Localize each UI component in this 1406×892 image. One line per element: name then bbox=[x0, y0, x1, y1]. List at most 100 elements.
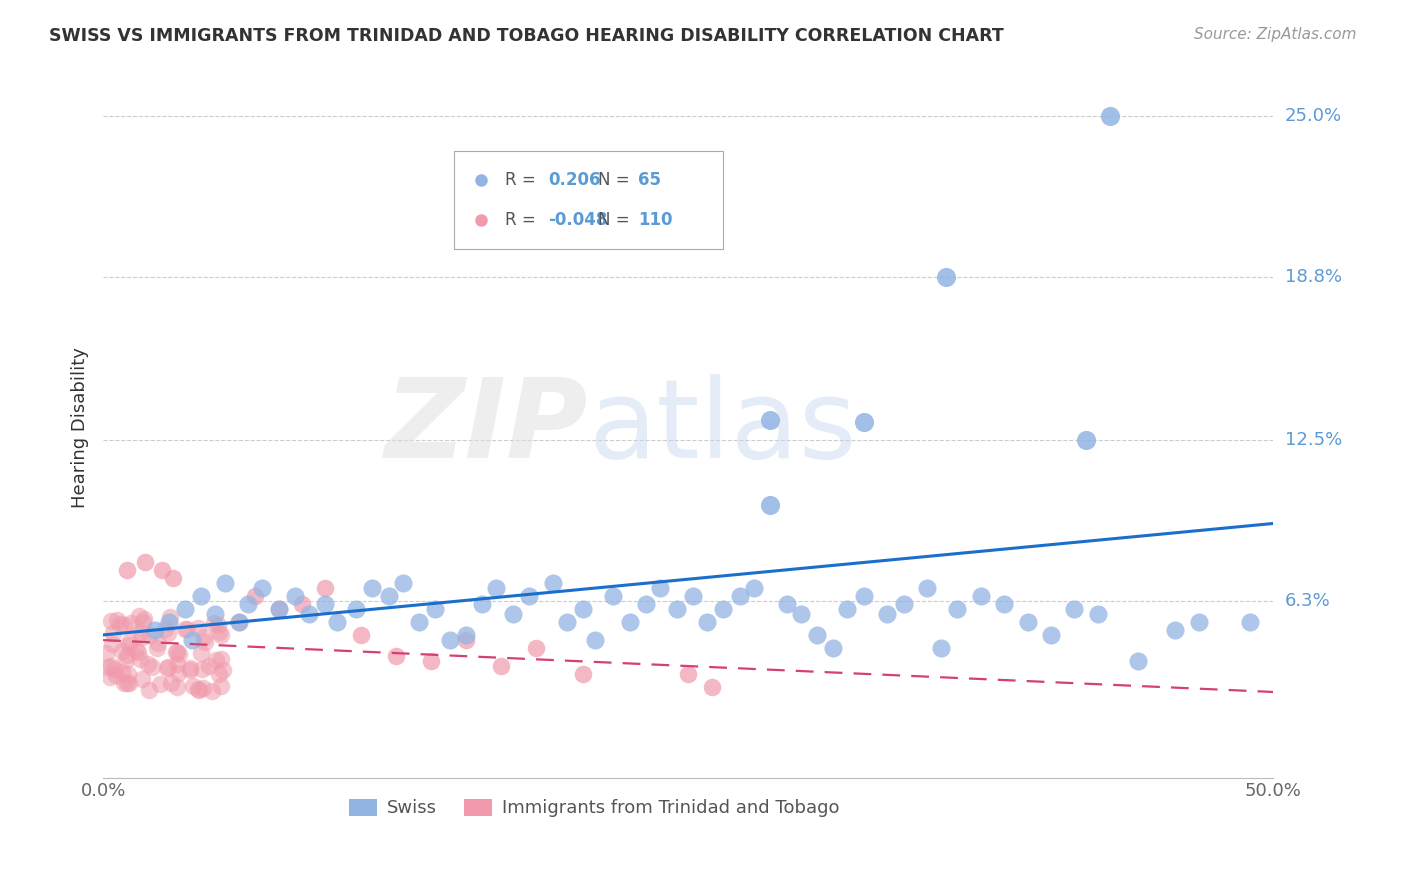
Point bbox=[166, 645, 188, 659]
Point bbox=[915, 581, 938, 595]
Point bbox=[187, 682, 209, 697]
Point bbox=[139, 628, 162, 642]
Point bbox=[713, 602, 735, 616]
Point bbox=[245, 589, 267, 603]
Point bbox=[202, 615, 225, 630]
Point bbox=[252, 581, 274, 595]
Point bbox=[157, 615, 180, 629]
Point bbox=[156, 660, 179, 674]
Point bbox=[100, 615, 122, 629]
Point bbox=[128, 609, 150, 624]
Point bbox=[112, 676, 135, 690]
Point bbox=[298, 607, 321, 622]
Text: SWISS VS IMMIGRANTS FROM TRINIDAD AND TOBAGO HEARING DISABILITY CORRELATION CHAR: SWISS VS IMMIGRANTS FROM TRINIDAD AND TO… bbox=[49, 27, 1004, 45]
Point bbox=[267, 602, 290, 616]
Point bbox=[117, 667, 139, 681]
Point bbox=[112, 618, 135, 632]
Point bbox=[993, 597, 1015, 611]
Point bbox=[162, 571, 184, 585]
Point bbox=[166, 680, 188, 694]
Point bbox=[696, 615, 718, 629]
Point bbox=[852, 415, 875, 429]
Point bbox=[572, 602, 595, 616]
Text: -0.048: -0.048 bbox=[548, 211, 607, 229]
Point bbox=[361, 581, 384, 595]
Point bbox=[159, 610, 181, 624]
Point bbox=[167, 647, 190, 661]
Point bbox=[1063, 602, 1085, 616]
Point bbox=[103, 662, 125, 676]
Point bbox=[425, 602, 447, 616]
Point bbox=[190, 646, 212, 660]
Point bbox=[970, 589, 993, 603]
Point bbox=[837, 602, 859, 616]
Text: Source: ZipAtlas.com: Source: ZipAtlas.com bbox=[1194, 27, 1357, 42]
Point bbox=[419, 654, 441, 668]
Text: 0.206: 0.206 bbox=[548, 171, 600, 189]
Point bbox=[775, 597, 797, 611]
Point bbox=[166, 657, 188, 672]
Point bbox=[454, 628, 477, 642]
Point bbox=[209, 628, 232, 642]
Point bbox=[115, 563, 138, 577]
Point bbox=[208, 667, 231, 681]
Point bbox=[228, 615, 250, 629]
Point bbox=[1164, 623, 1187, 637]
Point bbox=[665, 602, 688, 616]
Point bbox=[103, 626, 125, 640]
Point bbox=[284, 589, 307, 603]
Point bbox=[181, 679, 204, 693]
Point bbox=[141, 660, 163, 674]
Point bbox=[120, 615, 142, 630]
Point bbox=[118, 675, 141, 690]
Point bbox=[377, 589, 399, 603]
Point bbox=[806, 628, 828, 642]
Point bbox=[129, 651, 152, 665]
Point bbox=[1076, 434, 1098, 448]
Y-axis label: Hearing Disability: Hearing Disability bbox=[72, 347, 89, 508]
Point bbox=[111, 644, 134, 658]
Point bbox=[181, 633, 204, 648]
Point bbox=[157, 625, 180, 640]
Point bbox=[208, 625, 231, 640]
Point bbox=[439, 633, 461, 648]
Point bbox=[193, 630, 215, 644]
Text: R =: R = bbox=[505, 211, 540, 229]
Point bbox=[517, 589, 540, 603]
Point bbox=[1187, 615, 1209, 629]
Text: N =: N = bbox=[598, 171, 636, 189]
Point bbox=[191, 663, 214, 677]
Point bbox=[489, 659, 512, 673]
Point bbox=[188, 682, 211, 697]
Point bbox=[165, 645, 187, 659]
Text: 18.8%: 18.8% bbox=[1285, 268, 1341, 286]
Point bbox=[789, 607, 811, 622]
Text: ZIP: ZIP bbox=[385, 374, 589, 481]
Text: 25.0%: 25.0% bbox=[1285, 107, 1341, 126]
Point bbox=[179, 661, 201, 675]
Point bbox=[823, 640, 845, 655]
Point bbox=[876, 607, 898, 622]
Point bbox=[159, 676, 181, 690]
Point bbox=[173, 622, 195, 636]
Point bbox=[852, 589, 875, 603]
Point bbox=[391, 576, 413, 591]
Point bbox=[131, 673, 153, 687]
Point bbox=[149, 676, 172, 690]
Point bbox=[636, 597, 658, 611]
Point bbox=[111, 665, 134, 680]
Point bbox=[153, 623, 176, 637]
Point bbox=[572, 666, 595, 681]
Point bbox=[174, 602, 197, 616]
Point bbox=[156, 660, 179, 674]
Point bbox=[326, 615, 349, 629]
Point bbox=[471, 597, 494, 611]
Legend: Swiss, Immigrants from Trinidad and Tobago: Swiss, Immigrants from Trinidad and Toba… bbox=[342, 791, 846, 824]
Point bbox=[198, 659, 221, 673]
Point bbox=[650, 581, 672, 595]
Point bbox=[190, 589, 212, 603]
Point bbox=[150, 563, 173, 577]
Point bbox=[502, 607, 524, 622]
Point bbox=[134, 612, 156, 626]
Point bbox=[742, 581, 765, 595]
